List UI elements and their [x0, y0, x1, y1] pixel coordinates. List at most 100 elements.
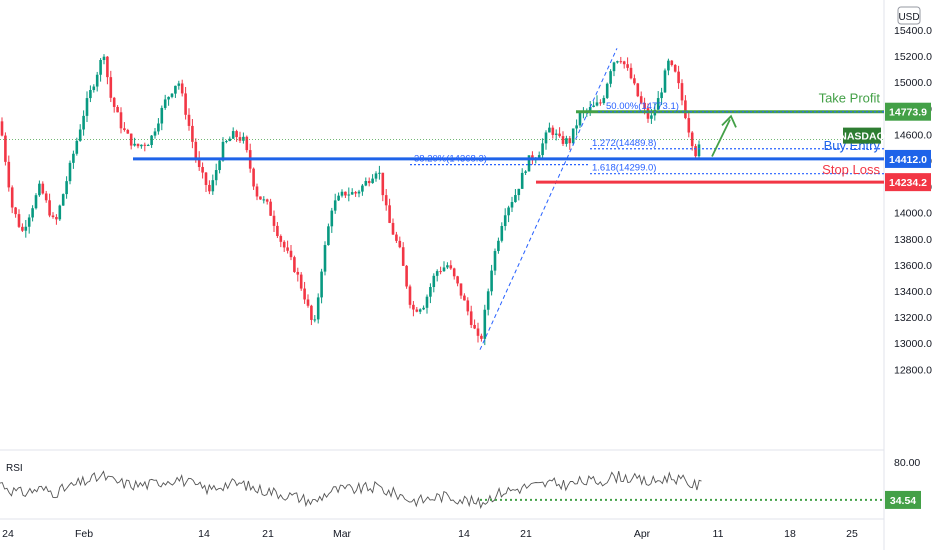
candle-body — [95, 74, 99, 87]
candle-body — [395, 234, 398, 241]
candle-body — [517, 188, 521, 196]
candle-body — [337, 195, 340, 201]
candle-body — [354, 192, 357, 194]
candle-body — [41, 183, 45, 194]
x-tick-label: Apr — [634, 528, 651, 540]
candle-body — [347, 194, 351, 196]
candle-body — [180, 83, 184, 94]
candle-body — [677, 71, 680, 84]
candle-body — [680, 83, 684, 101]
candle-body — [483, 309, 487, 339]
candle-body — [214, 170, 218, 181]
candle-body — [384, 195, 388, 206]
candle-body — [4, 135, 7, 162]
candle-body — [344, 191, 347, 196]
candle-body — [48, 200, 51, 216]
candle-body — [72, 153, 75, 163]
candle-body — [252, 168, 255, 187]
candle-body — [323, 245, 327, 272]
candle-body — [129, 133, 133, 146]
candle-body — [507, 207, 510, 216]
price-levels: 50.00%(14773.1) 1.272(14489.8) 38.20%(1436… — [0, 48, 884, 350]
candle-body — [262, 199, 266, 201]
candle-body — [68, 162, 72, 182]
candle-body — [697, 144, 701, 157]
candle-body — [595, 102, 599, 106]
candle-body — [174, 85, 177, 94]
candle-body — [660, 92, 663, 99]
candle-body — [51, 215, 55, 218]
candle-body — [476, 328, 480, 336]
candle-body — [391, 222, 395, 235]
candle-body — [551, 127, 555, 135]
candle-body — [449, 265, 453, 269]
candle-body — [299, 274, 303, 289]
candle-body — [381, 172, 385, 196]
candle-body — [163, 99, 167, 108]
candle-body — [184, 93, 187, 115]
rsi-level-tag-text: 34.54 — [890, 495, 916, 507]
candle-body — [306, 299, 310, 306]
candle-body — [327, 226, 330, 246]
rsi-label: RSI — [6, 463, 23, 474]
candle-body — [34, 195, 38, 209]
candle-body — [187, 114, 191, 126]
fib-annotation: 1.618(14299.0) — [592, 163, 656, 174]
candle-body — [146, 145, 150, 147]
candle-body — [490, 270, 493, 292]
candle-body — [612, 62, 616, 72]
candle-body — [401, 247, 405, 266]
candle-body — [469, 311, 473, 325]
candle-body — [452, 268, 456, 277]
candle-body — [554, 133, 558, 135]
candle-body — [320, 271, 323, 298]
candle-body — [388, 205, 391, 223]
take-profit-tag-text: 14773.9 — [889, 107, 927, 119]
candle-body — [55, 217, 58, 220]
candle-body — [228, 138, 232, 142]
candle-body — [497, 240, 500, 252]
candle-body — [231, 131, 235, 139]
candle-body — [157, 123, 160, 132]
candle-body — [24, 226, 28, 231]
projection-arrow-shaft — [711, 119, 731, 157]
candle-body — [126, 130, 130, 134]
candle-body — [435, 271, 439, 276]
candle-body — [272, 215, 276, 226]
candle-body — [367, 180, 371, 184]
candle-body — [463, 295, 466, 301]
fib-trend-line — [479, 48, 618, 350]
candle-body — [605, 83, 609, 98]
grid — [0, 0, 885, 550]
candle-body — [191, 125, 194, 142]
candle-body — [21, 226, 24, 231]
candle-body — [684, 100, 687, 119]
candle-body — [109, 77, 113, 98]
candle-body — [357, 191, 361, 194]
candle-body — [378, 172, 381, 174]
candle-body — [177, 83, 181, 86]
rsi-level-tag — [885, 490, 921, 509]
y-tick-label: 13000.0 — [894, 338, 932, 350]
candle-body — [106, 56, 109, 78]
candle-body — [89, 90, 92, 99]
candle-body — [446, 265, 449, 268]
candle-body — [537, 155, 541, 159]
candle-body — [313, 319, 317, 321]
candle-body — [500, 226, 504, 241]
candle-body — [361, 185, 364, 192]
candle-body — [75, 140, 79, 154]
candle-body — [656, 98, 660, 110]
candle-body — [690, 132, 694, 147]
candle-body — [242, 136, 245, 141]
projection-arrow-head — [721, 114, 737, 128]
candle-body — [153, 131, 157, 136]
candle-body — [293, 257, 296, 272]
candle-body — [17, 214, 21, 227]
candle-body — [565, 138, 568, 144]
take-profit-tag — [885, 102, 931, 121]
candle-body — [123, 128, 126, 131]
currency-box[interactable] — [897, 6, 921, 25]
candle-body — [136, 143, 140, 147]
fib-annotation: 1.272(14489.8) — [592, 138, 656, 149]
